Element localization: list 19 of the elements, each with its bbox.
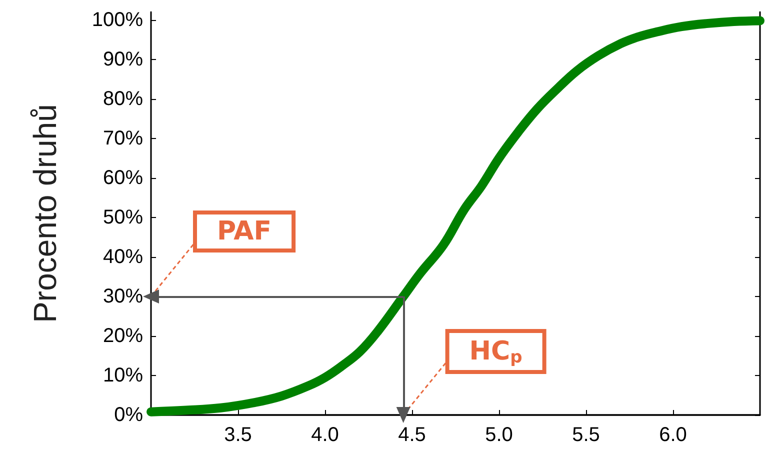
ref-line-label: PAF bbox=[217, 216, 272, 246]
y-tick-label: 80% bbox=[102, 88, 144, 110]
y-tick-label: 10% bbox=[102, 364, 144, 386]
x-tick-label: 4.0 bbox=[311, 424, 339, 446]
x-tick-label: 4.5 bbox=[398, 424, 426, 446]
x-tick-label: 3.5 bbox=[224, 424, 252, 446]
x-tick-label: 6.0 bbox=[659, 424, 687, 446]
y-tick-label: 30% bbox=[102, 285, 144, 308]
x-tick-label: 5.0 bbox=[485, 424, 513, 446]
y-axis-title: Procento druhů bbox=[27, 104, 63, 323]
y-tick-label: 70% bbox=[102, 127, 144, 150]
y-tick-label: 90% bbox=[102, 48, 144, 70]
y-tick-label: 0% bbox=[114, 404, 144, 426]
y-tick-label: 50% bbox=[102, 206, 144, 228]
y-tick-label: 20% bbox=[102, 324, 144, 347]
y-tick-label: 60% bbox=[102, 166, 144, 189]
y-tick-label: 100% bbox=[92, 8, 144, 31]
y-tick-label: 40% bbox=[102, 246, 144, 268]
x-tick-label: 5.5 bbox=[572, 424, 600, 446]
